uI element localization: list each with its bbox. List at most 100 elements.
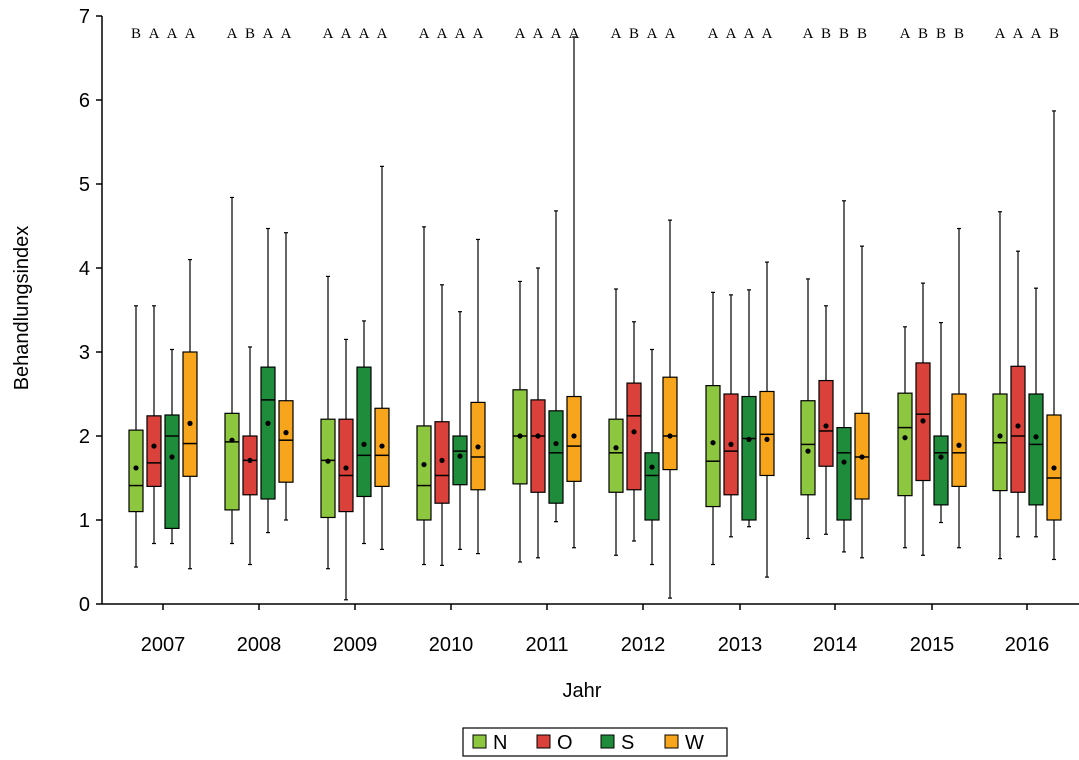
mean-point bbox=[535, 433, 541, 439]
box-W-2013 bbox=[759, 390, 775, 477]
significance-letter: B bbox=[936, 26, 946, 42]
x-tick-label: 2007 bbox=[141, 634, 186, 656]
x-tick-label: 2014 bbox=[813, 634, 858, 656]
significance-letter: A bbox=[995, 26, 1006, 42]
significance-letter: A bbox=[533, 26, 544, 42]
significance-letter: B bbox=[1049, 26, 1059, 42]
mean-point bbox=[439, 457, 445, 463]
mean-point bbox=[841, 459, 847, 465]
significance-letter: A bbox=[473, 26, 484, 42]
significance-letter: A bbox=[359, 26, 370, 42]
significance-letter: A bbox=[149, 26, 160, 42]
mean-point bbox=[229, 437, 235, 443]
mean-point bbox=[902, 435, 908, 441]
mean-point bbox=[728, 441, 734, 447]
mean-point bbox=[133, 465, 139, 471]
significance-letter: B bbox=[918, 26, 928, 42]
mean-point bbox=[265, 420, 271, 426]
x-tick-label: 2015 bbox=[910, 634, 955, 656]
significance-letter: A bbox=[569, 26, 580, 42]
box-S-2009 bbox=[356, 366, 372, 498]
y-tick-label: 5 bbox=[79, 174, 90, 196]
legend-label-N: N bbox=[493, 732, 507, 754]
x-tick-label: 2008 bbox=[237, 634, 282, 656]
box-O-2007 bbox=[146, 415, 162, 487]
x-tick-label: 2013 bbox=[718, 634, 763, 656]
significance-letter: A bbox=[647, 26, 658, 42]
box-S-2013 bbox=[741, 395, 757, 521]
x-tick-label: 2012 bbox=[621, 634, 666, 656]
mean-point bbox=[421, 461, 427, 468]
box-S-2016 bbox=[1028, 393, 1044, 506]
box-S-2014 bbox=[836, 427, 852, 521]
significance-letter: B bbox=[131, 26, 141, 42]
significance-letter: A bbox=[377, 26, 388, 42]
mean-point bbox=[746, 436, 752, 442]
mean-point bbox=[553, 440, 559, 447]
significance-letter: B bbox=[839, 26, 849, 42]
mean-point bbox=[169, 454, 175, 460]
box-S-2007 bbox=[164, 414, 180, 530]
box-N-2015 bbox=[897, 392, 913, 497]
mean-point bbox=[764, 436, 770, 442]
x-axis-title: Jahr bbox=[563, 680, 602, 702]
significance-letter: A bbox=[281, 26, 292, 42]
mean-point bbox=[823, 423, 829, 429]
mean-point bbox=[859, 454, 865, 460]
mean-point bbox=[631, 429, 637, 435]
y-axis-title: Behandlungsindex bbox=[11, 226, 33, 391]
mean-point bbox=[710, 440, 716, 446]
legend-swatch-W bbox=[664, 734, 679, 749]
mean-point bbox=[325, 458, 331, 464]
box-N-2009 bbox=[320, 418, 336, 519]
mean-point bbox=[956, 442, 962, 448]
significance-letter: A bbox=[744, 26, 755, 42]
mean-point bbox=[805, 448, 811, 454]
box-N-2007 bbox=[128, 429, 144, 513]
significance-letter: A bbox=[323, 26, 334, 42]
significance-letter: A bbox=[551, 26, 562, 42]
mean-point bbox=[649, 464, 655, 470]
plot-area: B A A A A A A A A AA B A A A B A B B AA A A A A A A B B AA A A A A A A B B B bbox=[128, 26, 1062, 601]
box-W-2007 bbox=[182, 351, 198, 477]
mean-point bbox=[283, 430, 289, 436]
box-S-2010 bbox=[452, 435, 468, 486]
significance-letter: B bbox=[954, 26, 964, 42]
mean-point bbox=[457, 453, 463, 459]
box-N-2008 bbox=[224, 412, 240, 511]
box-O-2016 bbox=[1010, 365, 1026, 493]
significance-letter: A bbox=[708, 26, 719, 42]
significance-letter: A bbox=[455, 26, 466, 42]
y-tick-label: 1 bbox=[79, 510, 90, 532]
y-tick-label: 6 bbox=[79, 90, 90, 112]
significance-letter: A bbox=[437, 26, 448, 42]
legend-frame bbox=[462, 727, 728, 757]
mean-point bbox=[475, 444, 481, 450]
mean-point bbox=[151, 443, 157, 449]
box-W-2011 bbox=[566, 395, 582, 482]
significance-letter: A bbox=[803, 26, 814, 42]
legend-swatch-O bbox=[536, 734, 551, 749]
mean-point bbox=[1033, 434, 1039, 440]
box-W-2015 bbox=[951, 393, 967, 488]
mean-point bbox=[247, 457, 253, 463]
legend-swatch-S bbox=[600, 734, 615, 749]
box-S-2011 bbox=[548, 410, 564, 504]
mean-point bbox=[997, 433, 1003, 439]
x-tick-label: 2010 bbox=[429, 634, 474, 656]
legend-swatch-N bbox=[472, 734, 487, 749]
mean-point bbox=[571, 433, 577, 439]
box-N-2012 bbox=[608, 418, 624, 493]
box-S-2008 bbox=[260, 366, 276, 500]
y-tick-label: 4 bbox=[79, 258, 90, 280]
significance-letter: A bbox=[515, 26, 526, 42]
mean-point bbox=[379, 443, 385, 449]
x-tick-label: 2009 bbox=[333, 634, 378, 656]
box-W-2012 bbox=[662, 376, 678, 471]
y-tick-label: 7 bbox=[79, 6, 90, 28]
significance-letter: B bbox=[821, 26, 831, 42]
mean-point bbox=[361, 441, 367, 447]
x-tick-label: 2016 bbox=[1005, 634, 1050, 656]
